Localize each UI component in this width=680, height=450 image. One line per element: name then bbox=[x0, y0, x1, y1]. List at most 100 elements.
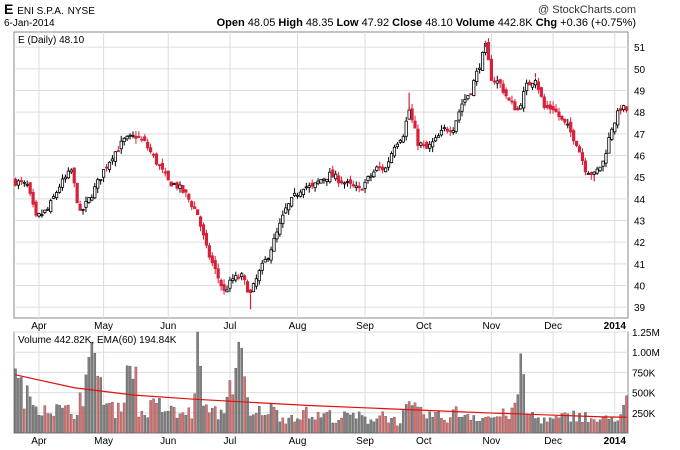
volume-bar bbox=[469, 419, 473, 434]
volume-bar bbox=[172, 407, 176, 434]
candle-body bbox=[257, 270, 261, 282]
volume-bar bbox=[481, 418, 484, 434]
volume-bar bbox=[595, 421, 599, 434]
volume-tick-label: 1.25M bbox=[632, 328, 660, 339]
open-value: 48.05 bbox=[247, 17, 276, 29]
price-tick-label: 51 bbox=[634, 43, 646, 54]
candle-body bbox=[369, 175, 373, 178]
copyright-link[interactable]: @ StockCharts.com bbox=[538, 4, 636, 16]
volume-bar bbox=[55, 404, 58, 434]
volume-bar bbox=[155, 403, 158, 434]
candle-body bbox=[63, 176, 68, 180]
volume-bar bbox=[387, 422, 390, 434]
volume-bar bbox=[70, 414, 73, 434]
candle-body bbox=[272, 237, 276, 252]
volume-bar bbox=[102, 404, 105, 434]
volume-bar bbox=[287, 417, 290, 434]
volume-bar bbox=[557, 417, 561, 434]
candle-body bbox=[99, 179, 103, 181]
date-axis: Apr Apr May May Jun Jun Jul Jul Aug Aug Sep Sep Oct O… bbox=[31, 321, 626, 447]
volume-bar bbox=[37, 414, 41, 434]
candle-body bbox=[354, 185, 358, 189]
volume-bar bbox=[237, 341, 240, 434]
price-tick-label: 47 bbox=[634, 130, 646, 141]
volume-bar bbox=[58, 404, 61, 434]
candle-body bbox=[339, 180, 344, 184]
volume-bar bbox=[569, 421, 572, 434]
candle-body bbox=[319, 178, 323, 184]
volume-bar bbox=[284, 423, 287, 434]
candle-body bbox=[589, 172, 593, 175]
date-tick-label: Dec bbox=[544, 436, 562, 447]
candle-body bbox=[60, 178, 65, 188]
date-tick-label: 2014 bbox=[604, 436, 627, 447]
candle-body bbox=[57, 186, 62, 193]
volume-bar bbox=[404, 404, 408, 434]
volume-bar bbox=[560, 413, 564, 434]
candle-body bbox=[357, 185, 361, 189]
candle-body bbox=[137, 135, 141, 138]
volume-bar bbox=[581, 422, 584, 434]
date-tick-label: Aug bbox=[289, 321, 307, 332]
candle-body bbox=[345, 181, 350, 183]
open-label: Open bbox=[216, 17, 245, 29]
candle-body bbox=[431, 141, 435, 148]
date-tick-label: Jul bbox=[224, 321, 237, 332]
candle-body bbox=[351, 184, 355, 187]
volume-bar bbox=[592, 419, 596, 434]
volume-bar bbox=[490, 417, 493, 434]
volume-bar bbox=[519, 353, 523, 434]
candle-body bbox=[102, 169, 106, 178]
candle-body bbox=[348, 179, 352, 184]
volume-bar bbox=[105, 403, 108, 434]
volume-bar bbox=[302, 410, 305, 434]
volume-bar bbox=[49, 413, 52, 434]
volume-bar bbox=[331, 422, 335, 434]
candle-body bbox=[472, 80, 476, 96]
candle-body bbox=[281, 214, 285, 225]
candle-body bbox=[119, 140, 123, 150]
candle-body bbox=[533, 79, 538, 86]
candle-body bbox=[143, 136, 147, 141]
volume-bar bbox=[164, 411, 167, 434]
volume-bar bbox=[184, 414, 188, 434]
volume-bar bbox=[208, 412, 211, 434]
price-tick-label: 50 bbox=[634, 65, 646, 76]
change-label: Chg bbox=[535, 17, 558, 29]
volume-bar bbox=[263, 415, 267, 434]
price-tick-label: 40 bbox=[634, 282, 646, 293]
volume-tick-label: 1.00M bbox=[632, 348, 660, 359]
candle-body bbox=[116, 150, 120, 153]
candle-body bbox=[49, 200, 53, 213]
candle-body bbox=[19, 180, 23, 183]
candle-body bbox=[140, 138, 144, 141]
volume-bar bbox=[231, 394, 235, 434]
volume-bar bbox=[584, 412, 587, 434]
candle-body bbox=[40, 214, 44, 216]
candle-body bbox=[181, 185, 185, 193]
ticker-symbol: E bbox=[4, 1, 14, 17]
candle-body bbox=[292, 192, 297, 196]
volume-bar bbox=[228, 380, 232, 434]
candle-body bbox=[422, 144, 426, 147]
volume-bar bbox=[393, 417, 396, 434]
candle-body bbox=[163, 171, 167, 174]
date-tick-label: Nov bbox=[482, 321, 500, 332]
candle-body bbox=[413, 120, 417, 129]
volume-bar bbox=[504, 415, 508, 434]
candle-body bbox=[586, 173, 590, 175]
candle-body bbox=[428, 143, 432, 149]
volume-bar bbox=[316, 412, 320, 434]
volume-bar bbox=[551, 418, 555, 434]
candle-body bbox=[384, 167, 388, 173]
candle-body bbox=[554, 108, 558, 113]
price-legend: E (Daily) 48.10 bbox=[18, 35, 85, 46]
volume-bar bbox=[140, 410, 144, 434]
volume-bar bbox=[457, 417, 461, 434]
candle-body bbox=[489, 58, 493, 81]
volume-bar bbox=[299, 419, 302, 434]
volume-bar bbox=[67, 404, 70, 434]
volume-bar bbox=[601, 417, 605, 434]
volume-bar bbox=[566, 413, 570, 434]
volume-bar bbox=[496, 416, 499, 434]
